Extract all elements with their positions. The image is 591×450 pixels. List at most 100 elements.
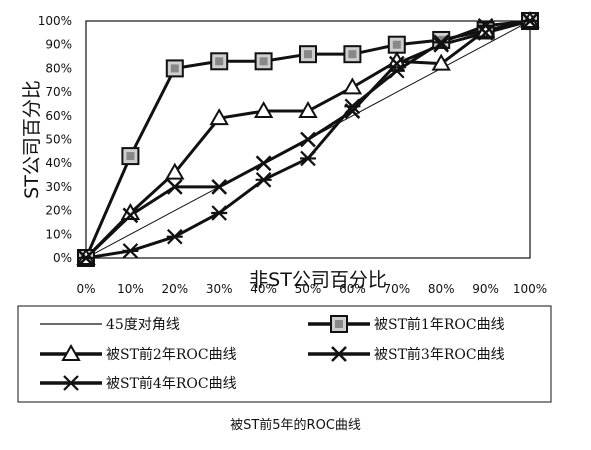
square-marker-core bbox=[304, 50, 312, 59]
y-axis-title: ST公司百分比 bbox=[21, 80, 43, 199]
data-point-triangle-marker bbox=[253, 101, 274, 119]
data-point-x-marker bbox=[166, 179, 183, 195]
star-marker-shape bbox=[388, 62, 405, 79]
x-marker-shape bbox=[300, 131, 316, 148]
data-point-star-marker bbox=[344, 98, 361, 115]
legend-label: 被ST前2年ROC曲线 bbox=[106, 346, 237, 363]
square-marker-core bbox=[335, 320, 343, 328]
legend-label: 被ST前1年ROC曲线 bbox=[374, 316, 505, 333]
data-point-star-marker bbox=[433, 34, 450, 51]
data-point-star-marker bbox=[166, 228, 183, 245]
triangle-marker-shape bbox=[165, 162, 185, 180]
x-tick-label: 30% bbox=[206, 282, 233, 296]
triangle-marker-shape bbox=[253, 101, 274, 119]
roc-chart: 0% 10% 20% 30% 40% 50% 60% 70% 80% 90% 100% 0% 10% 20… bbox=[17, 10, 552, 403]
triangle-marker-shape bbox=[298, 101, 318, 119]
star-marker-shape bbox=[300, 150, 316, 167]
legend-label: 被ST前4年ROC曲线 bbox=[106, 375, 237, 392]
triangle-marker-shape bbox=[342, 77, 363, 95]
data-point-square-marker bbox=[121, 147, 140, 166]
x-tick-label: 90% bbox=[472, 282, 499, 296]
triangle-marker-shape bbox=[61, 343, 81, 361]
data-point-square-marker bbox=[210, 52, 229, 71]
data-point-triangle-marker bbox=[165, 162, 185, 180]
legend-item-2: 被ST前1年ROC曲线 bbox=[308, 315, 505, 333]
y-tick-label: 100% bbox=[38, 14, 72, 28]
legend-label: 被ST前3年ROC曲线 bbox=[374, 346, 505, 363]
y-tick-label: 20% bbox=[45, 204, 72, 218]
data-point-triangle-marker bbox=[342, 77, 363, 95]
star-marker-shape bbox=[433, 34, 450, 51]
legend-item-1: 45度对角线 bbox=[40, 317, 180, 333]
series-markers-5 bbox=[78, 13, 538, 266]
y-tick-label: 40% bbox=[45, 156, 72, 170]
x-marker-shape bbox=[433, 36, 450, 53]
star-marker-shape bbox=[255, 172, 272, 188]
x-tick-label: 100% bbox=[513, 282, 547, 296]
y-tick-label: 30% bbox=[45, 180, 72, 194]
data-point-x-marker bbox=[433, 36, 450, 53]
x-tick-label: 20% bbox=[161, 282, 188, 296]
y-tick-label: 90% bbox=[45, 38, 72, 52]
y-tick-label: 50% bbox=[45, 133, 72, 147]
data-point-star-marker bbox=[477, 17, 494, 34]
figure-caption: 被ST前5年的ROC曲线 bbox=[230, 418, 361, 433]
square-marker-core bbox=[259, 57, 268, 66]
data-point-triangle-marker bbox=[209, 108, 229, 126]
data-point-x-marker bbox=[255, 155, 272, 172]
data-point-star-marker bbox=[78, 250, 94, 266]
y-tick-label: 70% bbox=[45, 85, 72, 99]
x-tick-label: 50% bbox=[295, 282, 322, 296]
legend-item-4: 被ST前3年ROC曲线 bbox=[308, 346, 505, 363]
data-point-x-marker bbox=[211, 179, 228, 195]
data-point-square-marker bbox=[432, 30, 451, 49]
x-tick-label: 0% bbox=[76, 282, 95, 296]
star-marker-shape bbox=[344, 98, 361, 115]
legend-label: 45度对角线 bbox=[106, 317, 180, 333]
data-point-star-marker bbox=[388, 62, 405, 79]
data-point-x-marker bbox=[477, 24, 494, 41]
x-tick-label: 40% bbox=[250, 282, 277, 296]
data-point-star-marker bbox=[211, 205, 228, 221]
data-point-triangle-marker bbox=[431, 53, 451, 71]
legend-swatch-star-marker bbox=[63, 375, 79, 391]
y-tick-label: 60% bbox=[45, 109, 72, 123]
square-marker-core bbox=[437, 35, 446, 44]
square-marker-core bbox=[215, 57, 224, 66]
data-point-x-marker bbox=[300, 131, 316, 148]
y-tick-label: 10% bbox=[45, 227, 72, 241]
data-point-square-marker bbox=[254, 52, 273, 71]
data-point-square-marker bbox=[299, 45, 317, 64]
data-point-square-marker bbox=[387, 35, 406, 54]
triangle-marker-shape bbox=[209, 108, 229, 126]
legend-swatch-square-marker bbox=[330, 315, 348, 333]
x-marker-shape bbox=[477, 24, 494, 41]
x-marker-shape bbox=[388, 55, 405, 72]
x-tick-label: 70% bbox=[383, 282, 410, 296]
plot-frame bbox=[85, 20, 531, 259]
x-marker-shape bbox=[166, 179, 183, 195]
star-marker-shape bbox=[63, 375, 79, 391]
data-point-square-marker bbox=[165, 59, 184, 78]
square-marker-core bbox=[392, 40, 401, 49]
star-marker-shape bbox=[211, 205, 228, 221]
x-tick-label: 80% bbox=[428, 282, 455, 296]
star-marker-shape bbox=[477, 17, 494, 34]
x-tick-label: 60% bbox=[339, 282, 366, 296]
legend-item-3: 被ST前2年ROC曲线 bbox=[40, 343, 237, 363]
legend-swatch-triangle-marker bbox=[61, 343, 81, 361]
data-point-x-marker bbox=[122, 207, 139, 224]
x-axis-title: 非ST公司百分比 bbox=[249, 269, 387, 291]
y-tick-label: 80% bbox=[45, 61, 72, 75]
square-marker-core bbox=[348, 50, 357, 59]
x-marker-shape bbox=[331, 346, 347, 362]
star-marker-shape bbox=[122, 243, 139, 259]
square-marker-core bbox=[170, 64, 179, 73]
y-tick-label: 0% bbox=[53, 251, 72, 265]
x-marker-shape bbox=[122, 207, 139, 224]
x-tick-label: 10% bbox=[117, 282, 144, 296]
star-marker-shape bbox=[78, 250, 94, 266]
x-marker-shape bbox=[211, 179, 228, 195]
x-marker-shape bbox=[255, 155, 272, 172]
data-point-star-marker bbox=[300, 150, 316, 167]
